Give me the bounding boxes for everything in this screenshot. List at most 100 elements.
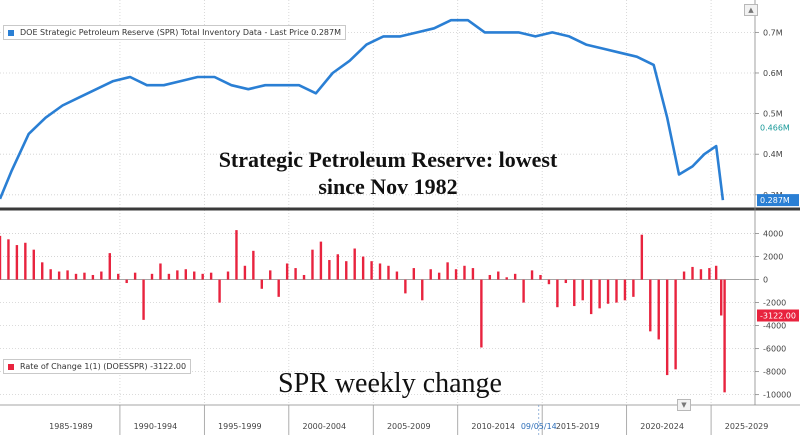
weekly-change-bar (133, 272, 137, 280)
weekly-change-bar (674, 279, 677, 370)
weekly-change-bar (699, 269, 703, 280)
weekly-change-bar (488, 274, 492, 280)
weekly-change-bar (91, 274, 95, 280)
weekly-change-bar (623, 279, 627, 301)
bottom-y-tick-label: -6000 (763, 345, 786, 354)
top-annotation-line-2: since Nov 1982 (318, 174, 458, 199)
weekly-change-bar (32, 249, 35, 280)
panel-scroll-up-icon[interactable]: ▲ (744, 4, 758, 16)
top-y-tick-label: 0.7M (763, 28, 783, 37)
weekly-change-bar (463, 265, 466, 280)
weekly-change-bar (640, 234, 644, 280)
weekly-change-bar (345, 261, 348, 280)
weekly-change-bar (404, 279, 407, 294)
top-value-tag-bg (757, 121, 799, 134)
weekly-change-bar (714, 265, 718, 280)
bottom-y-tick-label: 2000 (763, 253, 783, 262)
weekly-change-bar (497, 271, 500, 280)
weekly-change-bar (41, 262, 44, 280)
grid-layer (0, 0, 755, 405)
weekly-change-bar (421, 279, 424, 301)
panel-divider (0, 207, 800, 211)
x-tick-label: 2005-2009 (387, 422, 431, 431)
weekly-change-bar (7, 239, 10, 280)
x-tick-label: 1995-1999 (218, 422, 262, 431)
weekly-change-bar (530, 270, 534, 280)
weekly-change-bar (539, 274, 542, 280)
weekly-change-bar (632, 279, 635, 297)
weekly-change-bar (682, 271, 686, 280)
weekly-change-bar (573, 279, 576, 307)
weekly-change-bar (226, 271, 230, 280)
panel-scroll-down-icon[interactable]: ▼ (677, 399, 691, 411)
weekly-change-bar (598, 279, 601, 309)
weekly-change-bar (117, 273, 120, 280)
weekly-change-bar (606, 279, 610, 304)
top-value-tag: 0.466M (760, 123, 790, 132)
weekly-change-bar (167, 273, 171, 280)
bottom-y-tick-label: -4000 (763, 322, 786, 331)
weekly-change-bar (708, 268, 711, 280)
spr-inventory-panel (0, 18, 725, 201)
weekly-change-bar (302, 274, 306, 280)
weekly-change-bar (387, 265, 390, 280)
weekly-change-bar (336, 254, 340, 280)
weekly-change-bar (505, 277, 508, 280)
weekly-change-bar (150, 273, 154, 280)
weekly-change-bar (723, 279, 726, 393)
weekly-change-bar (66, 270, 69, 280)
weekly-change-bar (429, 269, 432, 280)
weekly-change-bar (319, 241, 323, 280)
x-tick-label: 2015-2019 (556, 422, 600, 431)
weekly-change-bar (159, 263, 162, 280)
x-tick-label: 2000-2004 (302, 422, 346, 431)
top-y-tick-label: 0.6M (763, 69, 783, 78)
top-y-tick-label: 0.4M (763, 150, 783, 159)
weekly-change-bar (513, 273, 517, 280)
weekly-change-bar (556, 279, 559, 308)
weekly-change-bar (378, 263, 382, 280)
x-tick-label: 2025-2029 (725, 422, 769, 431)
weekly-change-bar (581, 279, 584, 301)
weekly-change-bar (311, 249, 314, 280)
weekly-change-bar (471, 268, 475, 280)
x-tick-label: 1985-1989 (49, 422, 93, 431)
bottom-legend-swatch (8, 363, 14, 370)
top-legend[interactable]: DOE Strategic Petroleum Reserve (SPR) To… (3, 25, 346, 40)
bottom-y-tick-label: -2000 (763, 299, 786, 308)
weekly-change-bar (74, 273, 78, 280)
weekly-change-bar (176, 270, 179, 280)
x-tick-label: 2010-2014 (471, 422, 515, 431)
spr-weekly-change-panel (0, 230, 726, 393)
weekly-change-bar (547, 279, 551, 285)
x-tick-label: 1990-1994 (134, 422, 178, 431)
spr-inventory-line (0, 18, 725, 201)
bottom-y-tick-label: -8000 (763, 368, 786, 377)
top-legend-label: DOE Strategic Petroleum Reserve (SPR) To… (20, 28, 341, 37)
weekly-change-bar (15, 245, 19, 280)
top-legend-swatch (8, 29, 14, 36)
weekly-change-bar (260, 279, 264, 289)
weekly-change-bar (142, 279, 145, 320)
weekly-change-bar (657, 279, 660, 340)
bottom-y-tick-label: 4000 (763, 230, 783, 239)
weekly-change-bar (125, 279, 128, 284)
weekly-change-bar (57, 271, 61, 280)
top-value-tag: 0.287M (760, 196, 790, 205)
weekly-change-bar (108, 253, 111, 280)
weekly-change-bar (412, 268, 416, 280)
weekly-change-bar (720, 279, 723, 316)
bottom-y-tick-label: 0 (763, 276, 768, 285)
top-value-tag-bg (757, 194, 799, 207)
bottom-annotation: SPR weekly change (278, 368, 502, 399)
weekly-change-bar (691, 266, 694, 280)
weekly-change-bar (235, 230, 238, 280)
weekly-change-bar (294, 268, 297, 280)
bottom-legend[interactable]: Rate of Change 1(1) (DOESSPR) -3122.00 (3, 359, 192, 374)
weekly-change-bar (522, 279, 525, 303)
bottom-value-tag: -3122.00 (760, 312, 796, 321)
weekly-change-bar (353, 248, 356, 280)
weekly-change-bar (243, 265, 247, 280)
